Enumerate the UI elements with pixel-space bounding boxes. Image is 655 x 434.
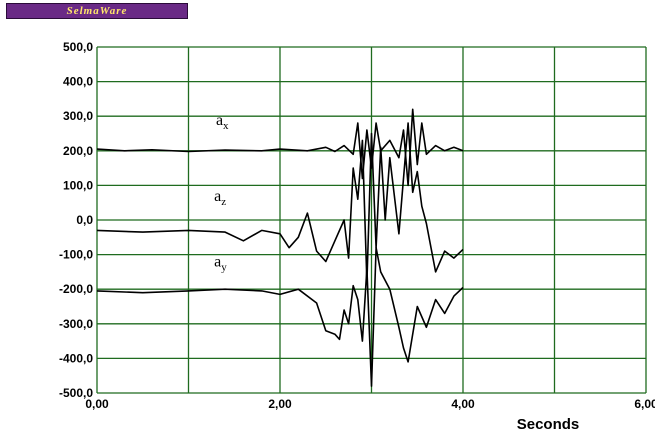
- series-label-ax: ax: [216, 112, 229, 132]
- y-tick-label: -200,0: [59, 282, 93, 296]
- y-tick-label: 100,0: [63, 178, 93, 192]
- y-tick-label: -400,0: [59, 351, 93, 365]
- series-lines: [96, 108, 464, 387]
- chart-grid: [96, 46, 647, 394]
- y-tick-label: 500,0: [63, 40, 93, 54]
- y-tick-label: -300,0: [59, 317, 93, 331]
- x-tick-label: 4,00: [451, 397, 475, 411]
- y-axis: 500,0 400,0 300,0 200,0 100,0 0,0 -100,0 -200,0…: [59, 40, 93, 400]
- y-tick-label: 200,0: [63, 144, 93, 158]
- series-label-az: az: [214, 188, 226, 208]
- series-labels: ax az ay: [214, 112, 229, 274]
- y-tick-label: 300,0: [63, 109, 93, 123]
- x-tick-label: 6,00: [634, 397, 655, 411]
- y-tick-label: -500,0: [59, 386, 93, 400]
- series-line-az: [96, 122, 464, 284]
- series-line-ay: [96, 246, 464, 387]
- series-line-ax: [96, 108, 464, 187]
- y-tick-label: -100,0: [59, 248, 93, 262]
- selmaware-logo: SelmaWare: [6, 3, 188, 19]
- y-tick-label: 400,0: [63, 75, 93, 89]
- series-label-ay: ay: [214, 254, 227, 274]
- logo-text: SelmaWare: [66, 5, 128, 17]
- x-axis-label: Seconds: [517, 416, 580, 433]
- x-tick-label: 0,00: [85, 397, 109, 411]
- x-axis: 0,00 2,00 4,00 6,00: [85, 397, 655, 411]
- x-tick-label: 2,00: [268, 397, 292, 411]
- y-tick-label: 0,0: [76, 213, 93, 227]
